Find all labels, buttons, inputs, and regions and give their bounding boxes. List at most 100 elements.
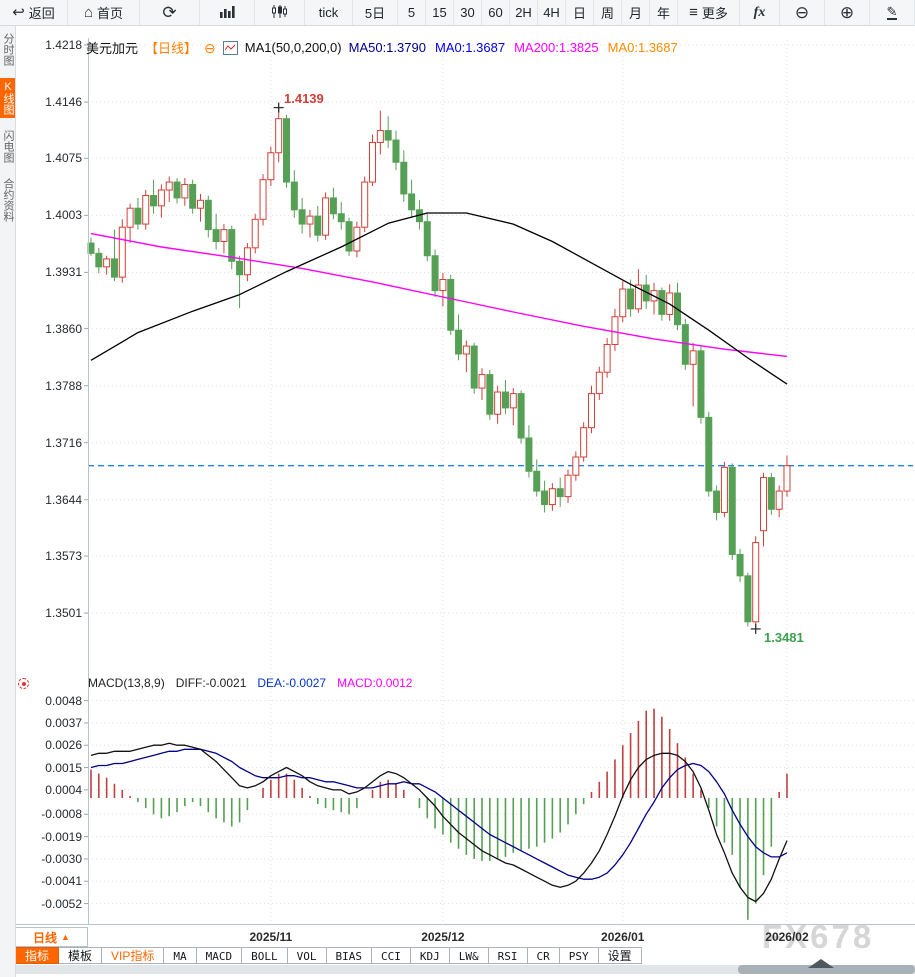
toolbar-button-m15[interactable]: 15	[426, 0, 454, 25]
horizontal-scrollbar[interactable]	[15, 959, 915, 974]
toolbar-label: 首页	[97, 6, 124, 21]
toolbar-label: 2H	[515, 5, 532, 20]
toolbar-label: 30	[460, 5, 475, 20]
macd-axis-label: -0.0019	[41, 829, 82, 844]
toolbar-button-fx[interactable]: fx	[740, 0, 780, 25]
indicator-tab-CR[interactable]: CR	[527, 947, 560, 964]
toolbar-button-back[interactable]: ↩ 返回	[0, 0, 68, 25]
toolbar-button-2h[interactable]: 2H	[510, 0, 538, 25]
ma-value: MA0:1.3687	[434, 40, 506, 55]
toolbar-button-5d[interactable]: 5日	[353, 0, 398, 25]
indicator-tab-LW&[interactable]: LW&	[449, 947, 489, 964]
macd-axis-label: -0.0041	[41, 874, 82, 889]
macd-header: MACD(13,8,9) DIFF:-0.0021 DEA:-0.0027 MACD…	[88, 676, 412, 690]
indicator-tab-VOL[interactable]: VOL	[287, 947, 327, 964]
toolbar-button-month[interactable]: 月	[622, 0, 650, 25]
x-axis-label: 2025/12	[421, 930, 465, 944]
price-axis-label: 1.3931	[45, 265, 82, 280]
price-axis-label: 1.3716	[45, 435, 82, 450]
toolbar-button-day[interactable]: 日	[566, 0, 594, 25]
price-axis-label: 1.3788	[45, 378, 82, 393]
price-axis-label: 1.4146	[45, 95, 82, 110]
macd-axis-label: -0.0052	[41, 896, 82, 911]
price-axis-label: 1.4003	[45, 208, 82, 223]
toolbar-label: 15	[432, 5, 447, 20]
macd-axis-label: 0.0026	[45, 738, 82, 753]
chart-header: 美元加元 【日线】 ⊖ MA1(50,0,200,0) MA50:1.3790 M…	[86, 38, 687, 57]
indicator-tab-CCI[interactable]: CCI	[372, 947, 411, 964]
indicator-tab-模板[interactable]: 模板	[59, 947, 103, 964]
indicator-tab-KDJ[interactable]: KDJ	[410, 947, 450, 964]
indicator-tab-MACD[interactable]: MACD	[196, 947, 243, 964]
indicator-tab-MA[interactable]: MA	[164, 947, 197, 964]
toolbar-button-zoom-out[interactable]: ⊖	[780, 0, 825, 25]
toolbar-button-zoom-in[interactable]: ⊕	[825, 0, 870, 25]
collapse-arrow-icon[interactable]	[808, 959, 834, 968]
toolbar-button-m60[interactable]: 60	[482, 0, 510, 25]
macd-value: DEA:-0.0027	[257, 676, 327, 690]
sidebar-item-tab[interactable]: 合约资料	[2, 178, 14, 222]
toolbar-button-candlestick[interactable]	[255, 0, 305, 25]
toolbar-button-tick[interactable]: tick	[305, 0, 353, 25]
indicator-tab-BOLL[interactable]: BOLL	[242, 947, 288, 964]
macd-axis-label: 0.0037	[45, 715, 82, 730]
period-tag: 【日线】	[145, 41, 198, 56]
indicator-tab-设置[interactable]: 设置	[598, 947, 642, 964]
back-icon: ↩	[12, 4, 25, 21]
toolbar-label: 月	[628, 6, 642, 21]
zoom-in-icon: ⊕	[839, 3, 855, 22]
indicator-tab-指标[interactable]: 指标	[15, 947, 60, 964]
price-axis-label: 1.3501	[45, 606, 82, 621]
indicator-tab-VIP指标[interactable]: VIP指标	[102, 947, 165, 964]
toolbar-label: 返回	[28, 6, 55, 21]
x-axis-label: 2025/11	[249, 930, 293, 944]
high-price-annotation: 1.4139	[284, 91, 324, 106]
toolbar-button-4h[interactable]: 4H	[538, 0, 566, 25]
ma-value: MA200:1.3825	[514, 40, 599, 55]
pencil-icon: ✎	[886, 4, 898, 20]
toolbar-button-refresh[interactable]: ⟳	[140, 0, 200, 25]
toolbar-label: 更多	[701, 6, 728, 21]
sidebar-item-tab[interactable]: 分时图	[2, 33, 14, 66]
sidebar-item-tab[interactable]: 闪电图	[2, 130, 14, 163]
price-axis-label: 1.3644	[45, 492, 82, 507]
toolbar-label: tick	[318, 5, 339, 20]
toolbar-button-draw[interactable]: ✎	[870, 0, 915, 25]
sidebar-item-active[interactable]: K线图	[0, 78, 15, 118]
symbol-name: 美元加元	[86, 41, 139, 56]
toolbar-button-m5[interactable]: 5	[398, 0, 426, 25]
toolbar-label: 5日	[364, 6, 386, 21]
mini-chart-icon[interactable]	[222, 40, 238, 55]
price-axis-label: 1.3860	[45, 321, 82, 336]
toolbar-button-home[interactable]: ⌂ 首页	[68, 0, 140, 25]
indicator-tab-RSI[interactable]: RSI	[488, 947, 528, 964]
toolbar-label: 日	[572, 6, 586, 21]
macd-title: MACD(13,8,9)	[88, 676, 165, 690]
toolbar-button-bar-chart[interactable]	[200, 0, 255, 25]
indicator-tab-BIAS[interactable]: BIAS	[326, 947, 372, 964]
period-selector[interactable]: 日线 ▲	[15, 927, 88, 947]
macd-axis-label: -0.0008	[41, 807, 82, 822]
toolbar-button-more[interactable]: ≡ 更多	[678, 0, 740, 25]
x-axis-label: 2026/02	[765, 930, 809, 944]
zoom-out-icon: ⊖	[794, 3, 810, 22]
macd-value: MACD:0.0012	[337, 676, 413, 690]
chart-type-sidebar: 分时图 K线图闪电图合约资料	[0, 26, 16, 977]
toolbar-label: 4H	[543, 5, 560, 20]
period-selector-label: 日线	[33, 930, 58, 945]
refresh-icon: ⟳	[162, 3, 177, 22]
toolbar-button-week[interactable]: 周	[594, 0, 622, 25]
scrollbar-thumb[interactable]	[738, 965, 915, 974]
ma-value: MA0:1.3687	[607, 40, 678, 55]
low-price-annotation: 1.3481	[764, 630, 804, 645]
indicator-tab-PSY[interactable]: PSY	[559, 947, 599, 964]
caret-up-icon: ▲	[61, 932, 70, 942]
toolbar-button-m30[interactable]: 30	[454, 0, 482, 25]
target-dot	[21, 681, 26, 686]
toolbar-button-year[interactable]: 年	[650, 0, 678, 25]
collapse-pane-icon[interactable]: ⊖	[204, 39, 216, 56]
toolbar: ↩ 返回 ⌂ 首页 ⟳ tick 5日 5 15 30 60 2H 4H 日周月年 ≡ 更多 fx ⊖ ⊕ ✎	[0, 0, 915, 26]
macd-axis-label: 0.0015	[45, 760, 82, 775]
macd-target-icon[interactable]	[18, 678, 29, 689]
